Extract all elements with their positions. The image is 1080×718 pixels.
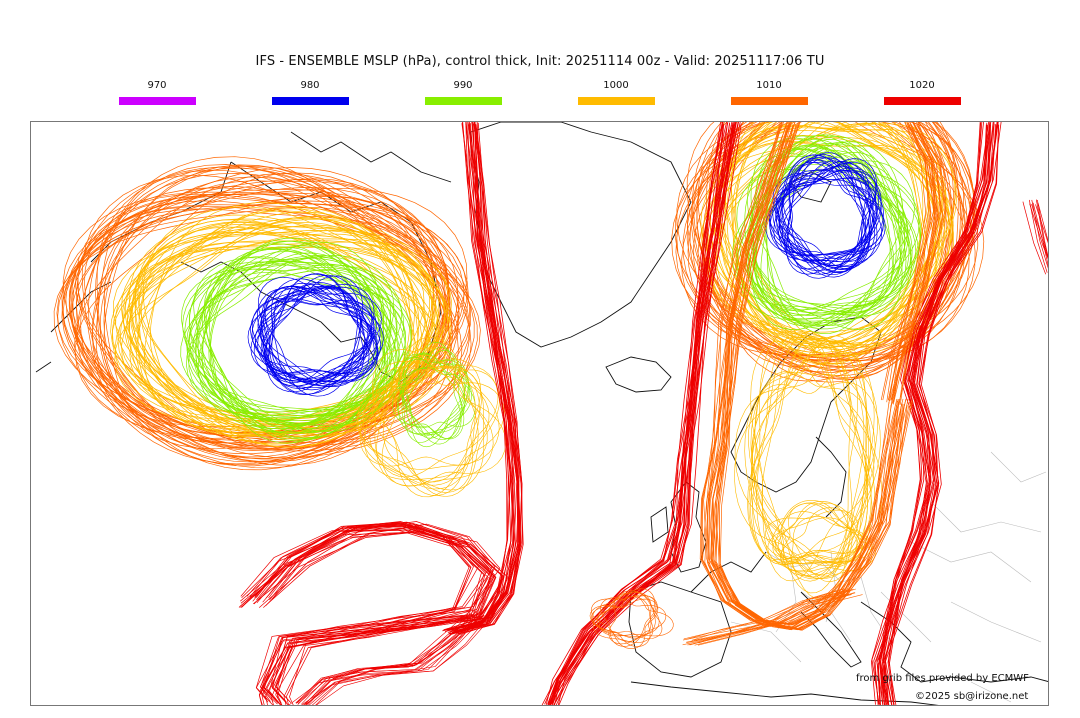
map-panel[interactable] bbox=[30, 121, 1049, 706]
legend-swatch-970 bbox=[118, 97, 196, 105]
legend-label-1010: 1010 bbox=[756, 80, 782, 91]
legend-swatch-980 bbox=[271, 97, 349, 105]
legend-label-990: 990 bbox=[453, 80, 473, 91]
legend-swatch-1010 bbox=[730, 97, 808, 105]
chart-title: IFS - ENSEMBLE MSLP (hPa), control thick… bbox=[255, 54, 825, 69]
legend-swatch-990 bbox=[424, 97, 502, 105]
legend-item-1000: 1000 bbox=[577, 80, 655, 105]
legend-item-970: 970 bbox=[118, 80, 196, 105]
credit-source: from grib files provided by ECMWF bbox=[856, 673, 1029, 684]
isobar-contours bbox=[53, 122, 1048, 705]
legend-item-990: 990 bbox=[424, 80, 502, 105]
legend-swatch-1000 bbox=[577, 97, 655, 105]
legend-label-980: 980 bbox=[300, 80, 320, 91]
credit-copyright: ©2025 sb@irizone.net bbox=[915, 691, 1029, 702]
legend-item-1020: 1020 bbox=[883, 80, 961, 105]
legend-label-1020: 1020 bbox=[909, 80, 935, 91]
pressure-map bbox=[35, 122, 1048, 705]
legend-swatch-1020 bbox=[883, 97, 961, 105]
legend-label-970: 970 bbox=[147, 80, 167, 91]
legend-label-1000: 1000 bbox=[603, 80, 629, 91]
legend-item-1010: 1010 bbox=[730, 80, 808, 105]
legend-item-980: 980 bbox=[271, 80, 349, 105]
